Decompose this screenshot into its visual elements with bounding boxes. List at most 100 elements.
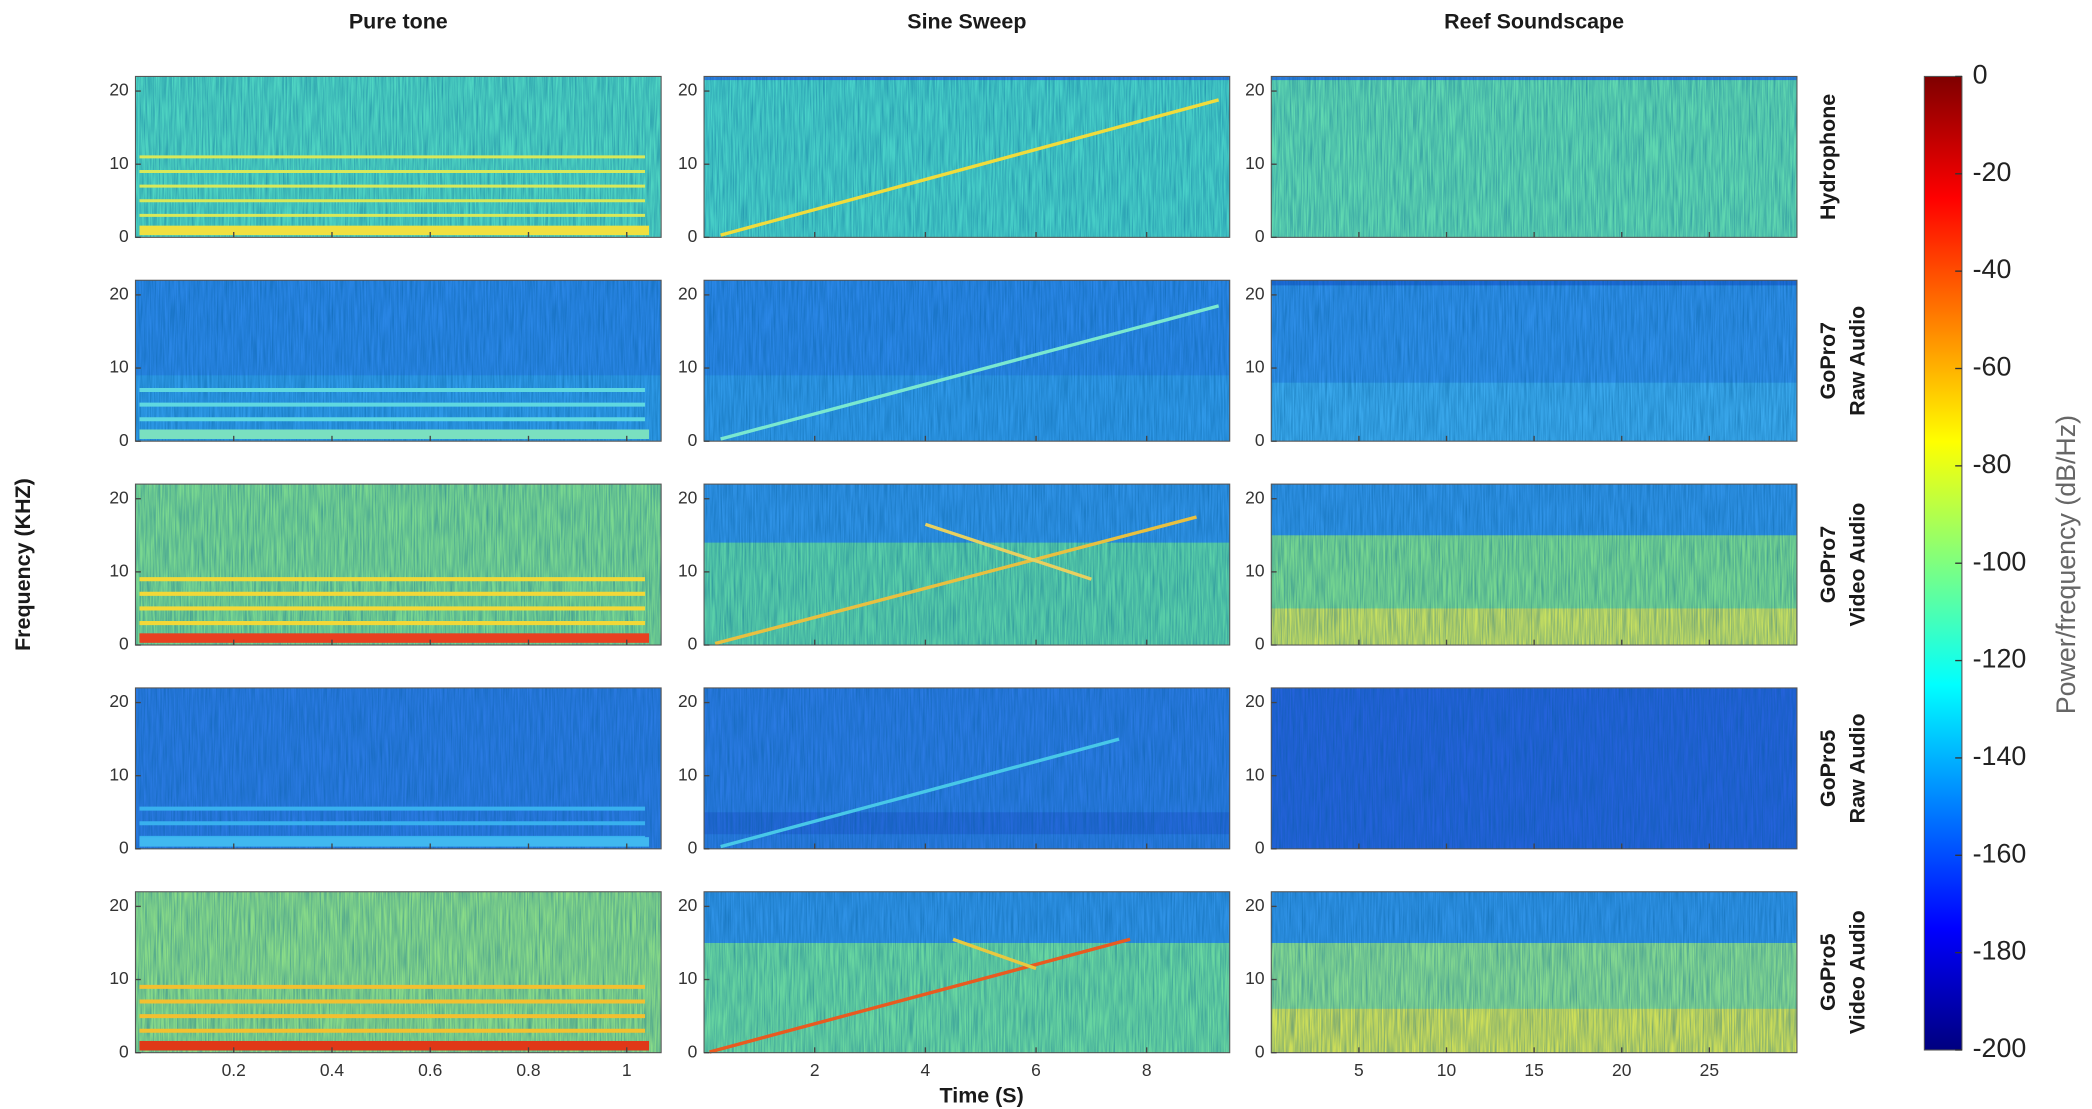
spectrogram-panel	[134, 687, 662, 850]
fundamental-band	[139, 225, 650, 236]
y-tick-label: 10	[109, 560, 129, 580]
y-tick-label: 10	[678, 357, 698, 377]
colorbar-tick-label: 0	[1973, 60, 1988, 90]
y-tick-label: 20	[1245, 487, 1265, 507]
colorbar-tick-label: -40	[1973, 254, 2012, 284]
column-title: Reef Soundscape	[1444, 9, 1624, 33]
spectrogram-noise	[704, 687, 1230, 849]
y-tick-label: 20	[678, 80, 698, 100]
y-tick-label: 10	[678, 764, 698, 784]
y-tick-label: 0	[688, 430, 698, 450]
spectrogram-noise	[1271, 891, 1797, 1053]
y-tick-label: 20	[678, 691, 698, 711]
panel-frame	[134, 891, 662, 1054]
x-tick-label: 10	[1437, 1060, 1457, 1080]
spectrogram-panel	[134, 891, 662, 1054]
row-label: Video Audio	[1845, 503, 1869, 627]
row-label: Video Audio	[1845, 910, 1869, 1034]
row-label: Hydrophone	[1816, 94, 1840, 220]
y-tick-label: 20	[109, 284, 129, 304]
fundamental-band	[139, 429, 650, 439]
y-tick-label: 0	[119, 226, 129, 246]
spectrogram-panel	[1270, 279, 1798, 442]
spectrogram-noise	[1271, 280, 1797, 442]
spectrogram-panel	[703, 687, 1231, 850]
panel-frame	[703, 279, 1231, 442]
y-tick-label: 0	[688, 226, 698, 246]
sweep-line	[714, 515, 1197, 646]
spectrogram-noise	[135, 891, 662, 1053]
x-tick-label: 1	[622, 1060, 632, 1080]
x-tick-label: 5	[1354, 1060, 1364, 1080]
y-tick-label: 0	[119, 430, 129, 450]
y-tick-label: 10	[109, 357, 129, 377]
colorbar-tick-label: -60	[1973, 352, 2012, 382]
y-tick-label: 0	[1255, 837, 1265, 857]
spectrogram-noise	[135, 484, 662, 646]
spectrogram-panel	[703, 75, 1231, 238]
spectrogram-noise	[1271, 484, 1797, 646]
panel-frame	[703, 483, 1231, 646]
colorbar-tick-label: -140	[1973, 741, 2027, 771]
y-tick-label: 10	[678, 153, 698, 173]
colorbar-label: Power/frequency (dB/Hz)	[2051, 415, 2081, 714]
x-tick-label: 0.8	[516, 1060, 540, 1080]
y-tick-label: 20	[109, 691, 129, 711]
colorbar-tick-label: -120	[1973, 644, 2027, 674]
sweep-line	[720, 98, 1220, 237]
y-tick-label: 0	[688, 634, 698, 654]
spectrogram-panel	[134, 483, 662, 646]
colorbar-tick-label: -200	[1973, 1033, 2027, 1063]
panel-frame	[703, 891, 1231, 1054]
y-tick-label: 10	[109, 153, 129, 173]
y-tick-label: 10	[1245, 153, 1265, 173]
panel-frame	[134, 75, 662, 238]
y-tick-label: 0	[119, 634, 129, 654]
y-tick-label: 10	[678, 968, 698, 988]
panel-frame	[134, 483, 662, 646]
row-label: Raw Audio	[1845, 713, 1869, 823]
y-tick-label: 0	[688, 1041, 698, 1061]
y-tick-label: 20	[1245, 895, 1265, 915]
x-tick-label: 0.4	[320, 1060, 345, 1080]
spectrogram-noise	[1271, 687, 1797, 849]
spectrogram-panel	[1270, 891, 1798, 1054]
x-tick-label: 6	[1031, 1060, 1041, 1080]
x-tick-label: 8	[1142, 1060, 1152, 1080]
y-tick-label: 10	[1245, 560, 1265, 580]
y-tick-label: 10	[109, 968, 129, 988]
fundamental-band	[139, 837, 650, 847]
spectrogram-panel	[134, 279, 662, 442]
y-tick-label: 20	[678, 895, 698, 915]
sweep-line	[952, 937, 1037, 971]
x-tick-label: 2	[810, 1060, 820, 1080]
y-tick-label: 20	[109, 487, 129, 507]
colorbar-tick-label: -180	[1973, 936, 2027, 966]
row-label: GoPro5	[1816, 730, 1840, 808]
sweep-line	[924, 522, 1092, 581]
y-tick-label: 20	[1245, 284, 1265, 304]
spectrogram-noise	[135, 280, 662, 442]
panel-frame	[703, 687, 1231, 850]
spectrogram-noise	[1271, 76, 1797, 238]
panel-frame	[703, 75, 1231, 238]
y-tick-label: 10	[1245, 357, 1265, 377]
y-tick-label: 0	[688, 837, 698, 857]
x-tick-label: 4	[921, 1060, 931, 1080]
y-tick-label: 10	[678, 560, 698, 580]
colorbar-tick-label: -100	[1973, 546, 2027, 576]
y-tick-label: 20	[1245, 80, 1265, 100]
y-tick-label: 0	[1255, 226, 1265, 246]
y-tick-label: 10	[109, 764, 129, 784]
y-tick-label: 0	[119, 1041, 129, 1061]
colorbar-tick-label: -160	[1973, 838, 2027, 868]
row-label: GoPro7	[1816, 322, 1840, 399]
row-label: GoPro5	[1816, 933, 1840, 1011]
column-title: Sine Sweep	[907, 9, 1026, 33]
spectrogram-panel	[1270, 75, 1798, 238]
sweep-line	[720, 304, 1220, 441]
spectrogram-panel	[703, 891, 1231, 1054]
y-tick-label: 10	[1245, 968, 1265, 988]
